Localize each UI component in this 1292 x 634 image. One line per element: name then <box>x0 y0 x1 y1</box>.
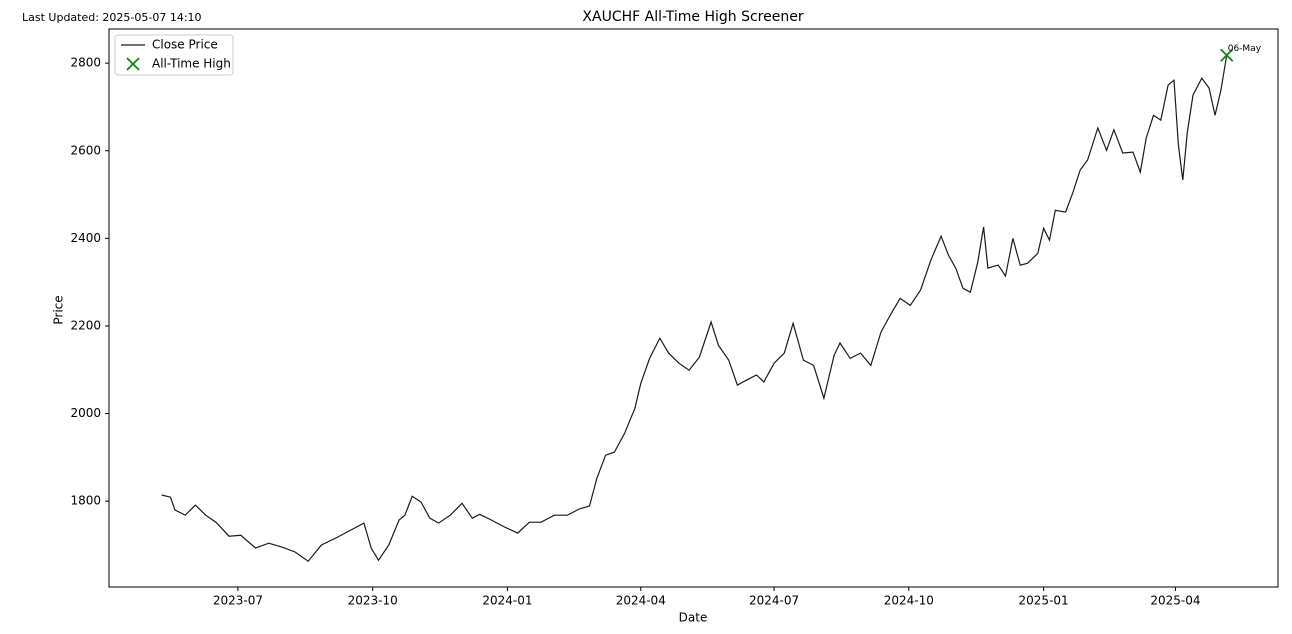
x-tick-label: 2025-01 <box>1019 594 1069 608</box>
legend-label: All-Time High <box>152 57 231 71</box>
y-tick-label: 1800 <box>70 494 101 508</box>
ath-marker <box>1220 48 1234 62</box>
x-tick-label: 2024-04 <box>616 594 666 608</box>
y-tick-label: 2400 <box>70 231 101 245</box>
y-tick-label: 2800 <box>70 56 101 70</box>
y-tick-label: 2600 <box>70 143 101 157</box>
subtitle: Last Updated: 2025-05-07 14:10 <box>22 11 202 24</box>
ath-label: 06-May <box>1228 44 1262 54</box>
price-line <box>161 55 1228 563</box>
plot-frame <box>108 28 1279 588</box>
x-tick-label: 2025-04 <box>1150 594 1200 608</box>
legend-marker <box>126 57 140 71</box>
x-tick-label: 2023-10 <box>348 594 398 608</box>
x-axis-label: Date <box>679 611 708 625</box>
chart-title: XAUCHF All-Time High Screener <box>582 9 803 25</box>
y-tick-label: 2000 <box>70 406 101 420</box>
y-tick-label: 2200 <box>70 318 101 332</box>
x-tick-label: 2024-07 <box>749 594 799 608</box>
y-axis-label: Price <box>52 295 66 324</box>
legend-label: Close Price <box>152 38 218 52</box>
x-tick-label: 2024-10 <box>884 594 934 608</box>
x-tick-label: 2023-07 <box>213 594 263 608</box>
x-tick-label: 2024-01 <box>482 594 532 608</box>
